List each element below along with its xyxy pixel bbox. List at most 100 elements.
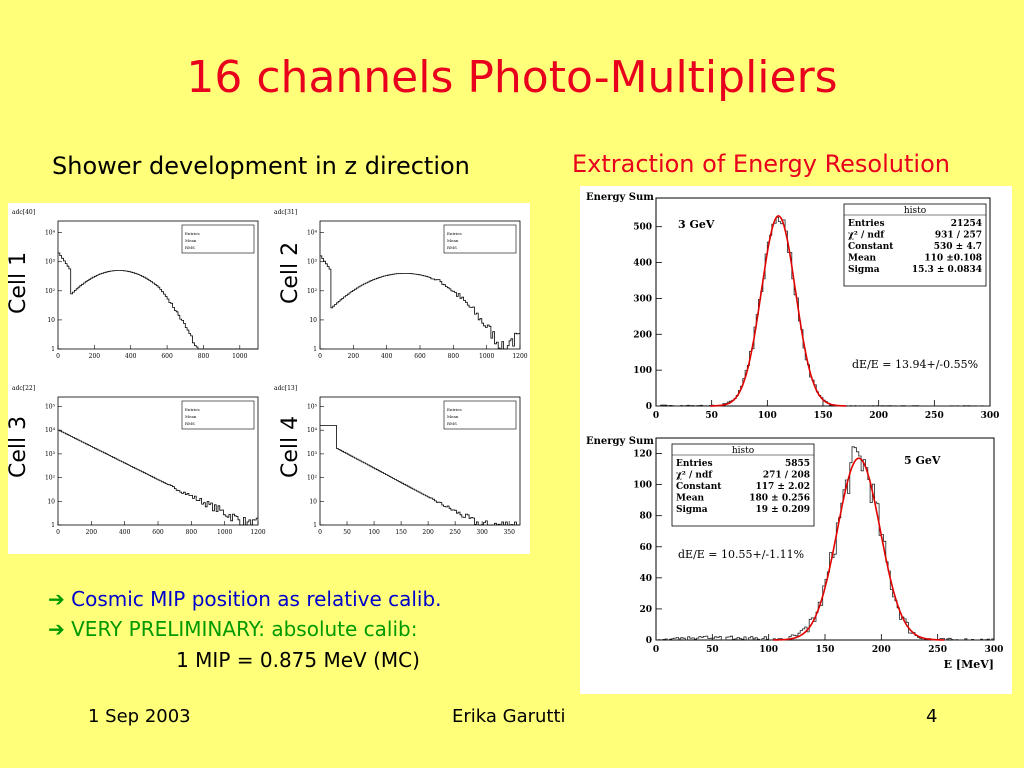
stat-label: Entries	[848, 219, 885, 229]
y-tick-label: 10⁴	[45, 230, 56, 237]
x-tick-label: 200	[86, 529, 98, 536]
y-tick-label: 300	[633, 294, 652, 304]
y-tick-label: 1	[51, 346, 55, 353]
x-tick-label: 0	[318, 353, 322, 360]
y-tick-label: 10	[309, 317, 317, 324]
cell-2-label: Cell 2	[278, 241, 303, 304]
y-tick-label: 10³	[45, 451, 56, 458]
x-tick-label: 0	[56, 529, 60, 536]
x-tick-label: 400	[119, 529, 131, 536]
stat-label: RMS	[185, 245, 195, 250]
histogram-outline	[58, 429, 258, 526]
x-tick-label: 100	[368, 529, 380, 536]
histogram-title: adc[22]	[12, 385, 35, 392]
x-tick-label: 1200	[512, 353, 527, 360]
stat-value: 180 ± 0.256	[749, 494, 810, 504]
x-tick-label: 150	[395, 529, 407, 536]
stat-label: Constant	[848, 242, 894, 252]
x-tick-label: 600	[414, 353, 426, 360]
y-tick-label: 200	[633, 330, 652, 340]
stat-label: Mean	[185, 414, 197, 419]
cell-1-label: Cell 1	[6, 251, 31, 314]
bullet-item: ➔ VERY PRELIMINARY: absolute calib:	[48, 614, 442, 644]
stat-box	[671, 443, 815, 527]
stat-value: 5855	[785, 459, 810, 469]
y-tick-label: 500	[633, 223, 652, 233]
y-tick-label: 10³	[307, 451, 318, 458]
x-tick-label: 200	[422, 529, 434, 536]
y-tick-label: 10⁵	[45, 403, 56, 410]
y-tick-label: 10²	[45, 288, 56, 295]
x-tick-label: 0	[653, 411, 659, 421]
cell-4-histogram: adc[13] 1 10 10² 10³ 10⁴ 10⁵ 0 50 100 150 200 250 300…	[274, 385, 521, 536]
x-tick-label: 300	[985, 645, 1004, 655]
stat-label: Mean	[185, 238, 197, 243]
x-tick-label: 200	[348, 353, 360, 360]
stat-box-name: histo	[904, 206, 926, 216]
x-tick-label: 200	[869, 411, 888, 421]
stat-box	[443, 224, 517, 254]
y-tick-label: 10	[309, 498, 317, 505]
x-tick-label: 200	[89, 353, 101, 360]
histogram-title: Energy Sum	[586, 192, 654, 203]
stat-label: χ² / ndf	[848, 231, 885, 241]
arrow-icon: ➔	[48, 587, 65, 611]
x-tick-label: 50	[343, 529, 351, 536]
stat-label: Entries	[447, 407, 462, 412]
x-tick-label: 0	[318, 529, 322, 536]
histogram-title: adc[13]	[274, 385, 297, 392]
y-tick-label: 80	[639, 512, 652, 522]
x-tick-label: 0	[653, 645, 659, 655]
y-tick-label: 100	[633, 481, 652, 491]
cell-2-histogram: adc[31] 1 10 10² 10³ 10⁴ 0 200 400 600 800 1000 1200…	[274, 209, 528, 360]
stat-box-name: histo	[732, 446, 754, 456]
x-tick-label: 0	[56, 353, 60, 360]
bullet-text: Cosmic MIP position as relative calib.	[71, 587, 442, 611]
gaussian-fit-curve	[773, 457, 945, 641]
x-tick-label: 150	[816, 645, 835, 655]
x-tick-label: 250	[449, 529, 461, 536]
histogram-title: adc[31]	[274, 209, 297, 216]
x-tick-label: 250	[928, 645, 947, 655]
cell-1-histogram: adc[40] 1 10 10² 10³ 10⁴ 0 200 400 600 800 1000 Entr…	[12, 209, 259, 360]
x-tick-label: 800	[186, 529, 198, 536]
energy-annotation: 5 GeV	[904, 454, 941, 467]
bullet-item: ➔ Cosmic MIP position as relative calib.	[48, 584, 442, 614]
bullet-text: VERY PRELIMINARY: absolute calib:	[71, 617, 418, 641]
x-tick-label: 250	[925, 411, 944, 421]
stat-label: Entries	[185, 407, 200, 412]
x-tick-label: 350	[503, 529, 515, 536]
stat-label: Mean	[447, 414, 459, 419]
x-tick-label: 100	[759, 645, 778, 655]
y-tick-label: 10⁴	[307, 230, 318, 237]
stat-label: Entries	[447, 231, 462, 236]
y-tick-label: 10²	[307, 475, 318, 482]
stat-label: Mean	[447, 238, 459, 243]
y-tick-label: 100	[633, 366, 652, 376]
y-tick-label: 60	[639, 543, 652, 553]
gaussian-fit-curve	[710, 215, 847, 407]
energy-annotation: 3 GeV	[678, 218, 715, 231]
stat-label: RMS	[447, 245, 457, 250]
stat-label: χ² / ndf	[676, 471, 713, 481]
x-tick-label: 800	[448, 353, 460, 360]
cell-3-label: Cell 3	[6, 415, 31, 478]
stat-label: Mean	[848, 254, 877, 264]
histogram-outline	[58, 252, 258, 350]
stat-label: Sigma	[676, 505, 708, 515]
x-tick-label: 1000	[479, 353, 494, 360]
x-tick-label: 300	[981, 411, 1000, 421]
footer-date: 1 Sep 2003	[88, 706, 191, 727]
y-tick-label: 1	[51, 522, 55, 529]
x-tick-label: 300	[476, 529, 488, 536]
y-tick-label: 1	[313, 522, 317, 529]
x-tick-label: 600	[152, 529, 164, 536]
arrow-icon: ➔	[48, 617, 65, 641]
slide-title: 16 channels Photo-Multipliers	[186, 52, 838, 103]
y-tick-label: 10²	[307, 288, 318, 295]
histogram-title: adc[40]	[12, 209, 35, 216]
stat-value: 19 ± 0.209	[755, 505, 810, 515]
footer-author: Erika Garutti	[452, 706, 566, 727]
resolution-label: dE/E = 10.55+/-1.11%	[678, 548, 804, 561]
footer-page: 4	[926, 706, 938, 727]
